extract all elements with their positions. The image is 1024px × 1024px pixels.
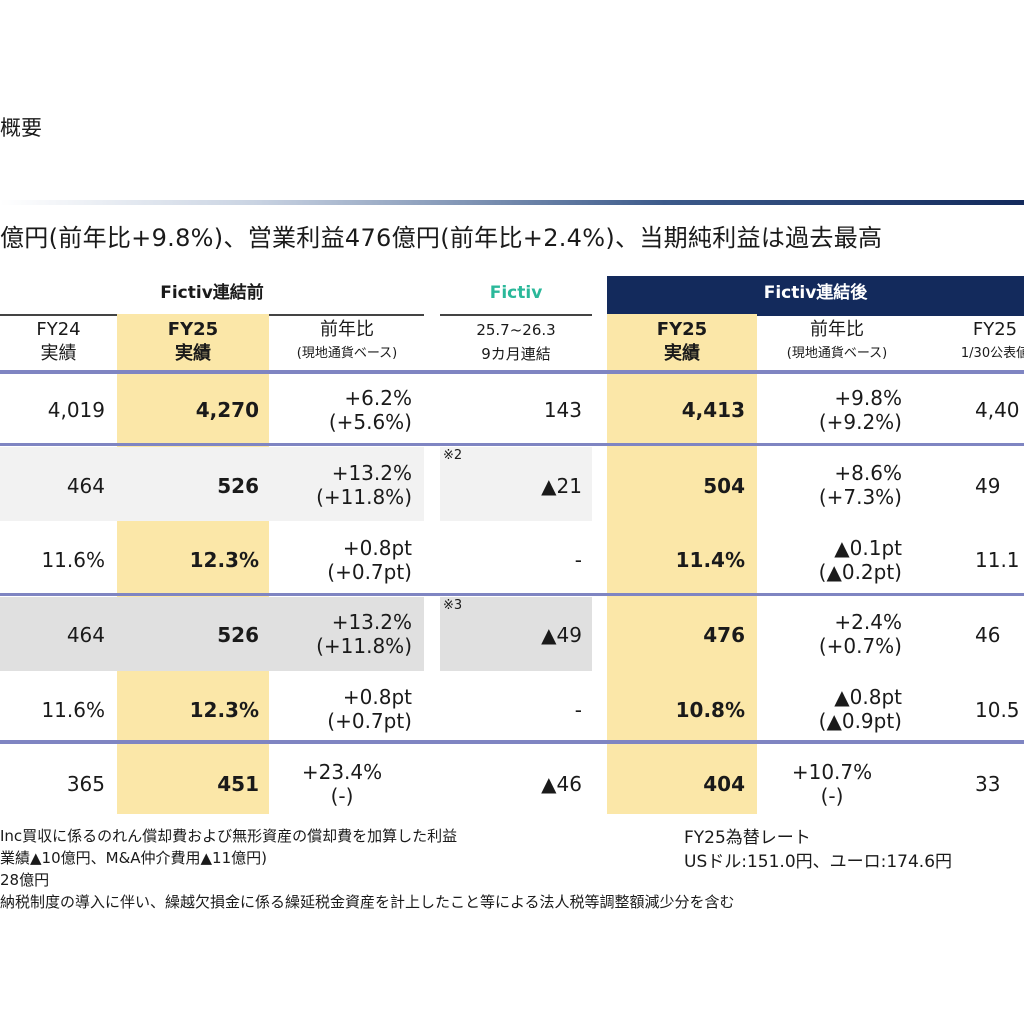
cell-post: 10.8% <box>675 698 745 722</box>
cell-fictiv: ▲49 <box>541 623 582 647</box>
cell-yoy: +13.2% (+11.8%) <box>316 610 412 658</box>
row-band-fictiv <box>440 597 592 671</box>
cell-forecast: 10.5 <box>975 698 1020 722</box>
col-header-fictiv: 25.7~26.3 9カ月連結 <box>476 321 556 363</box>
fx-rate-title: FY25為替レート <box>684 828 811 848</box>
table-rule <box>0 370 1024 374</box>
cell-fictiv: - <box>574 698 582 722</box>
row-band-fictiv <box>440 447 592 521</box>
cell-yoy-post: +10.7% (-) <box>791 760 873 808</box>
fy25-pre-highlight <box>117 314 269 814</box>
cell-fy24: 11.6% <box>41 698 105 722</box>
fy25-post-highlight <box>607 314 757 814</box>
footnote: 28億円 <box>0 871 50 889</box>
cell-yoy: +0.8pt (+0.7pt) <box>327 536 412 584</box>
table-rule <box>0 740 1024 744</box>
cell-fy24: 11.6% <box>41 548 105 572</box>
cell-fy24: 464 <box>66 623 105 647</box>
footnote: Inc買収に係るのれん償却費および無形資産の償却費を加算した利益 <box>0 827 458 845</box>
col-header-fy25-pre: FY25 実績 <box>167 319 219 364</box>
group-header-fictiv: Fictiv <box>440 276 592 316</box>
cell-forecast: 4,40 <box>975 398 1020 422</box>
footnote-mark: ※3 <box>443 598 463 613</box>
cell-fy25: 4,270 <box>195 398 259 422</box>
cell-post: 476 <box>703 623 745 647</box>
cell-fy25: 451 <box>217 772 259 796</box>
col-header-forecast: FY25 1/30公表値 <box>960 319 1024 361</box>
cell-fy24: 365 <box>66 772 105 796</box>
cell-fictiv: 143 <box>543 398 582 422</box>
cell-fy25: 12.3% <box>189 548 259 572</box>
cell-yoy-post: +8.6% (+7.3%) <box>818 461 902 509</box>
cell-fy25: 526 <box>217 474 259 498</box>
title-divider <box>0 200 1024 205</box>
group-header-post-consolidation: Fictiv連結後 <box>607 276 1024 316</box>
cell-yoy: +6.2% (+5.6%) <box>328 386 412 434</box>
cell-fy25: 12.3% <box>189 698 259 722</box>
cell-yoy-post: ▲0.8pt (▲0.9pt) <box>818 685 902 733</box>
cell-yoy-post: +9.8% (+9.2%) <box>818 386 902 434</box>
cell-post: 11.4% <box>675 548 745 572</box>
footnote: 納税制度の導入に伴い、繰越欠損金に係る繰延税金資産を計上したこと等による法人税等… <box>0 893 735 911</box>
cell-yoy: +0.8pt (+0.7pt) <box>327 685 412 733</box>
cell-post: 504 <box>703 474 745 498</box>
headline: 億円(前年比+9.8%)、営業利益476億円(前年比+2.4%)、当期純利益は過… <box>0 224 883 252</box>
cell-forecast: 49 <box>975 474 1001 498</box>
row-band-pre <box>0 597 424 671</box>
table-rule <box>0 443 1024 446</box>
cell-fy24: 4,019 <box>47 398 105 422</box>
cell-post: 4,413 <box>681 398 745 422</box>
group-header-pre-consolidation: Fictiv連結前 <box>0 276 424 316</box>
col-header-yoy-pre: 前年比 (現地通貨ベース) <box>296 319 398 361</box>
cell-forecast: 11.1 <box>975 548 1020 572</box>
page-title: 概要 <box>0 116 42 140</box>
table-rule <box>0 593 1024 596</box>
cell-fy24: 464 <box>66 474 105 498</box>
cell-yoy-post: ▲0.1pt (▲0.2pt) <box>818 536 902 584</box>
cell-yoy: +23.4% (-) <box>301 760 383 808</box>
col-header-fy24: FY24 実績 <box>36 319 81 364</box>
cell-fictiv: ▲21 <box>541 474 582 498</box>
cell-fictiv: - <box>574 548 582 572</box>
footnote: 業績▲10億円、M&A仲介費用▲11億円) <box>0 849 267 867</box>
col-header-fy25-post: FY25 実績 <box>656 319 708 364</box>
cell-post: 404 <box>703 772 745 796</box>
cell-forecast: 46 <box>975 623 1001 647</box>
cell-yoy-post: +2.4% (+0.7%) <box>818 610 902 658</box>
col-header-yoy-post: 前年比 (現地通貨ベース) <box>786 319 888 361</box>
cell-fictiv: ▲46 <box>541 772 582 796</box>
row-band-pre <box>0 447 424 521</box>
cell-fy25: 526 <box>217 623 259 647</box>
cell-forecast: 33 <box>975 772 1001 796</box>
footnote-mark: ※2 <box>443 448 463 463</box>
fx-rate-values: USドル:151.0円、ユーロ:174.6円 <box>684 852 953 872</box>
cell-yoy: +13.2% (+11.8%) <box>316 461 412 509</box>
